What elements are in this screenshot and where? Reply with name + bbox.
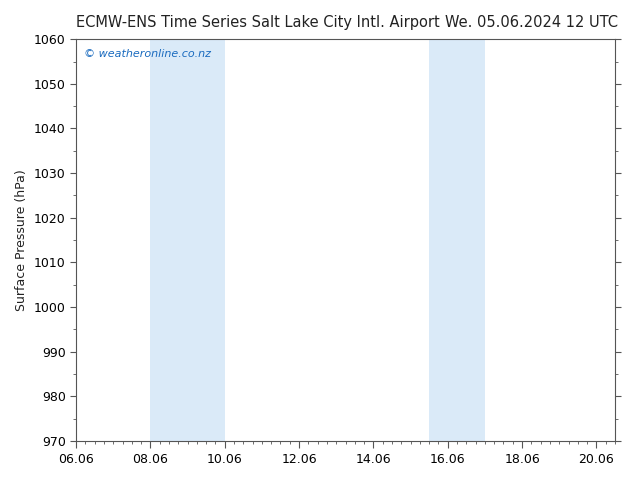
- Bar: [150, 39, 224, 441]
- Text: © weatheronline.co.nz: © weatheronline.co.nz: [84, 49, 211, 59]
- Bar: [429, 39, 485, 441]
- Y-axis label: Surface Pressure (hPa): Surface Pressure (hPa): [15, 169, 29, 311]
- Text: ECMW-ENS Time Series Salt Lake City Intl. Airport: ECMW-ENS Time Series Salt Lake City Intl…: [76, 15, 440, 30]
- Text: We. 05.06.2024 12 UTC: We. 05.06.2024 12 UTC: [445, 15, 618, 30]
